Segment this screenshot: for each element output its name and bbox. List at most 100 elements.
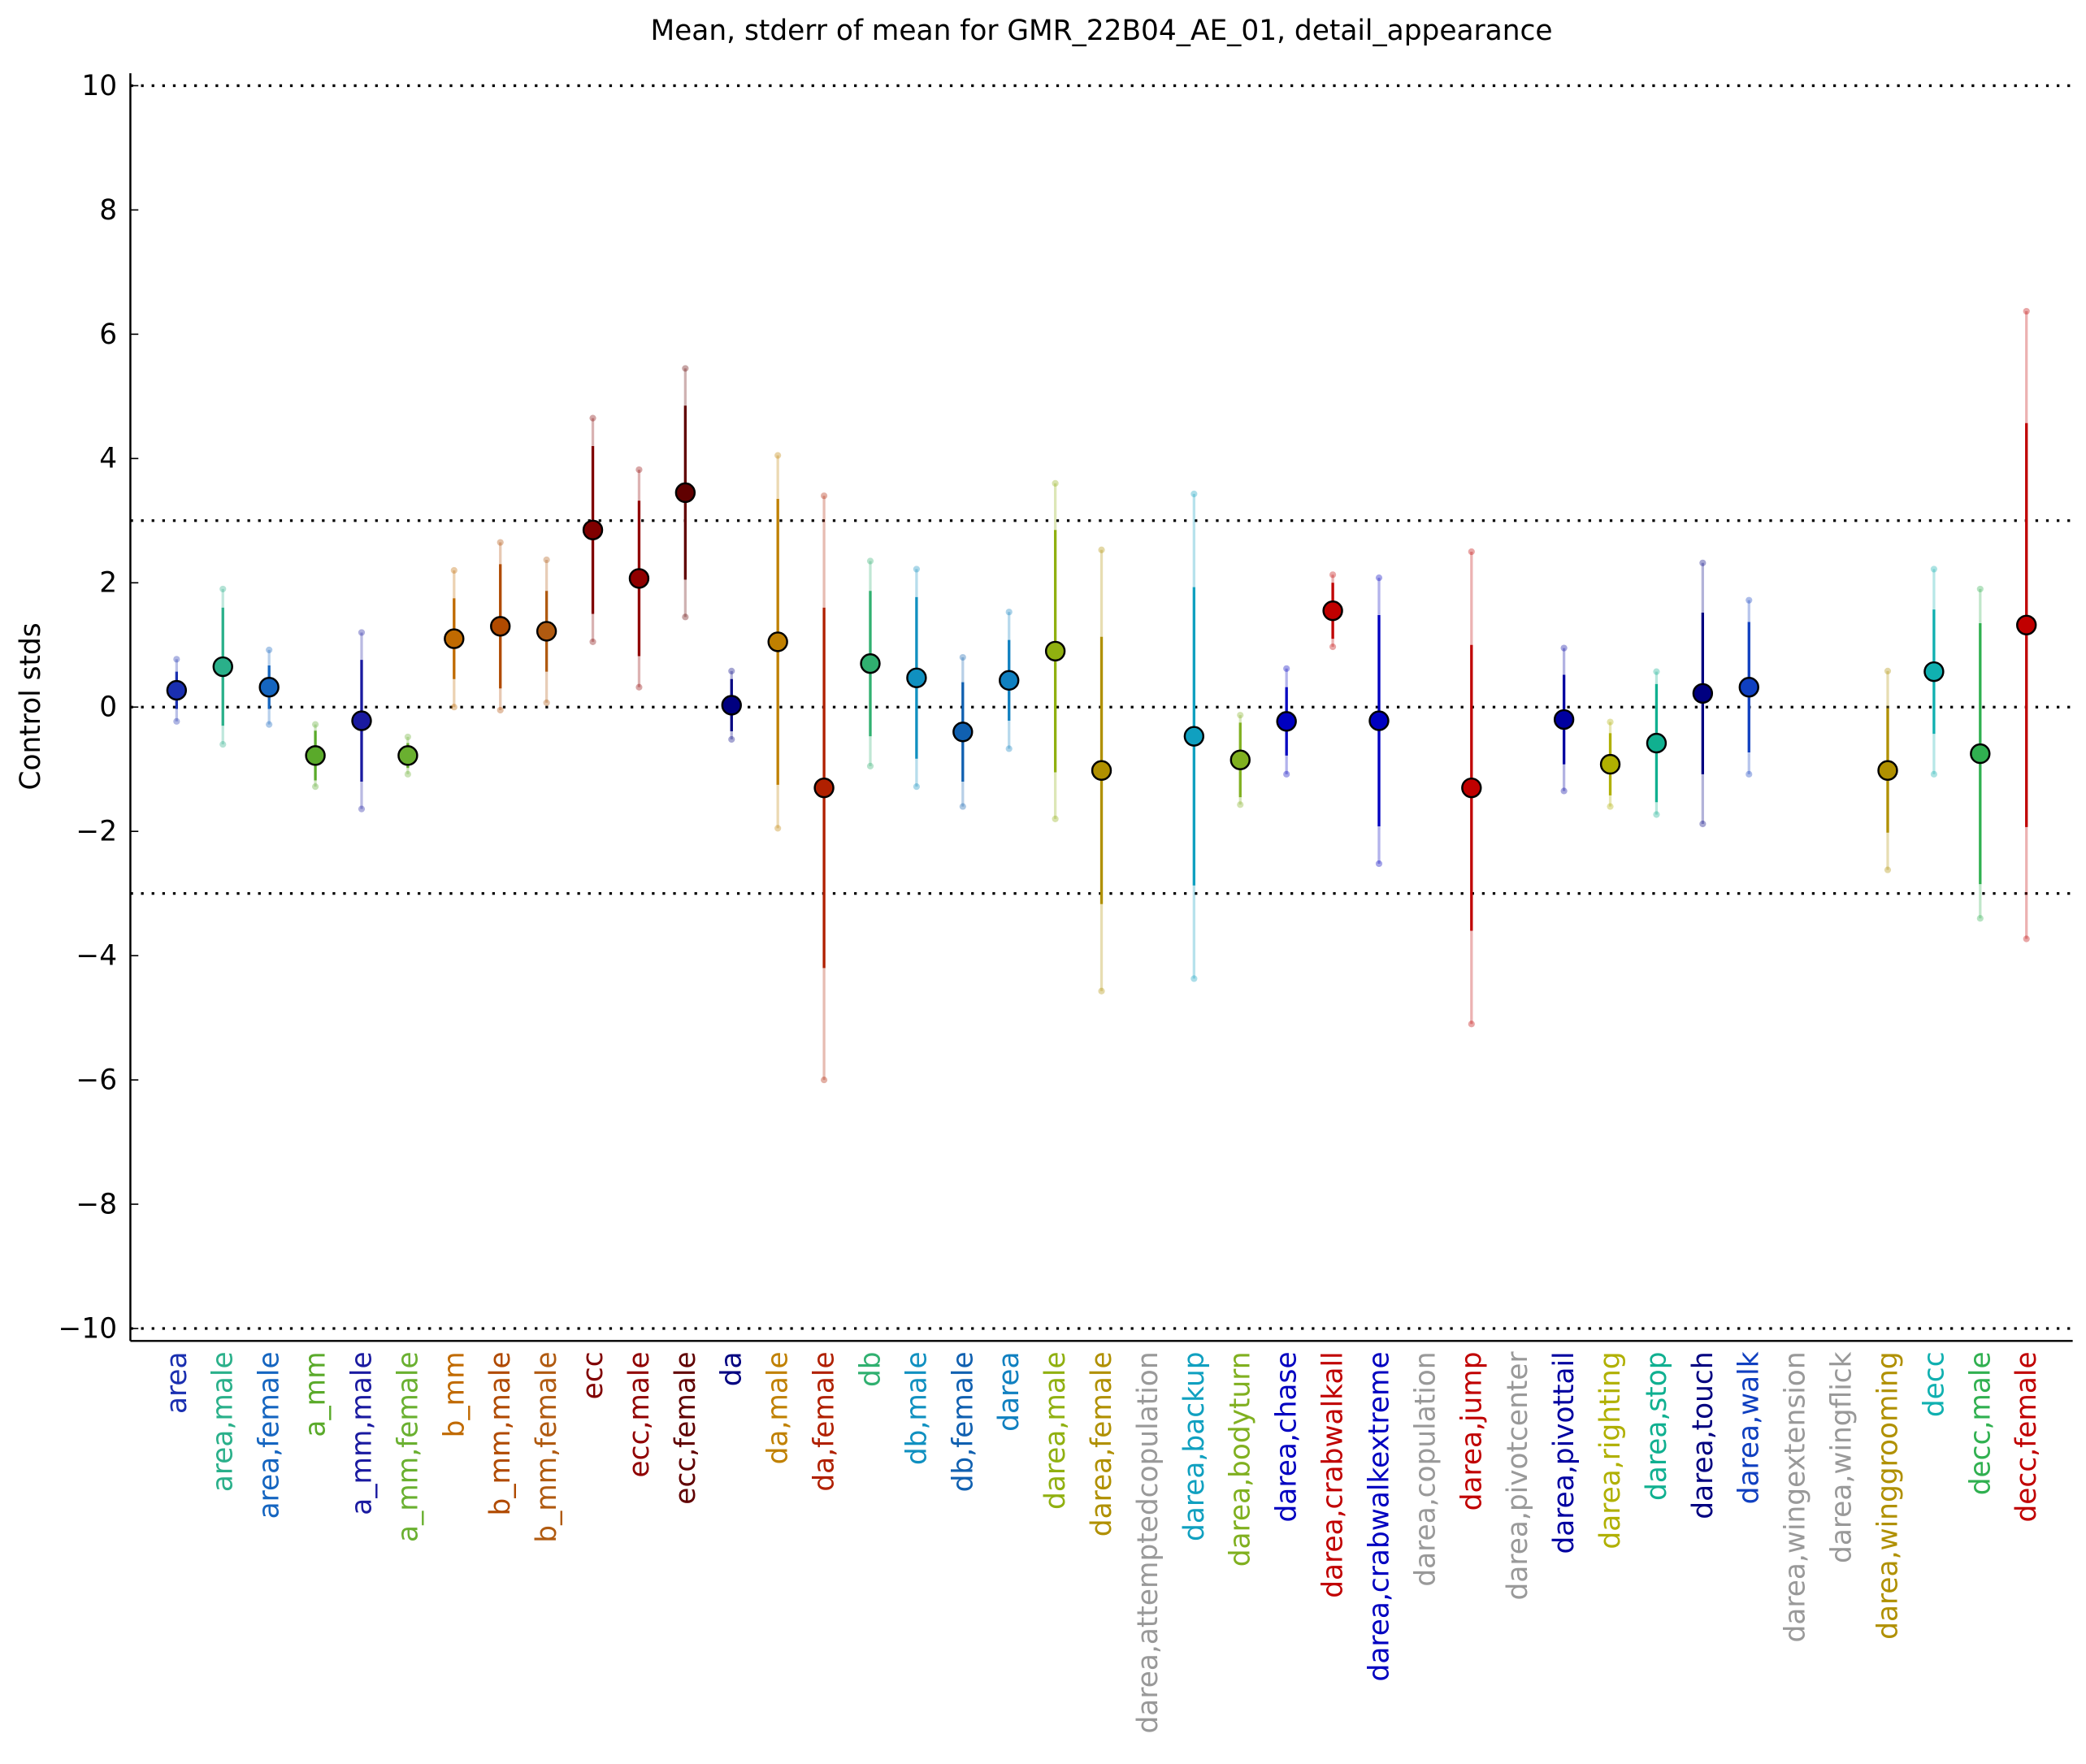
- x-tick-label: darea: [993, 1351, 1026, 1431]
- std-end: [1237, 712, 1244, 719]
- x-tick-label: a_mm,female: [392, 1351, 424, 1542]
- x-tick-label: darea,copulation: [1409, 1351, 1442, 1586]
- x-tick-label: b_mm,male: [484, 1351, 517, 1515]
- x-tick-label: darea,crabwalkall: [1317, 1351, 1350, 1597]
- x-tick-label: darea,bodyturn: [1225, 1351, 1257, 1567]
- mean-marker: [1738, 677, 1759, 698]
- y-tick-label: −8: [76, 1189, 117, 1221]
- x-tick-label: b_mm: [438, 1351, 471, 1437]
- x-tick-label: darea,winggrooming: [1871, 1351, 1904, 1639]
- std-end: [450, 566, 458, 574]
- std-end: [266, 646, 273, 653]
- x-tick-label: db,female: [947, 1351, 979, 1492]
- y-tick-label: −4: [76, 940, 117, 973]
- std-end: [1190, 490, 1198, 497]
- mean-marker: [628, 568, 650, 589]
- std-end: [1468, 1021, 1475, 1028]
- y-tick-label: −2: [76, 816, 117, 848]
- y-tick-label: 2: [99, 567, 117, 600]
- mean-marker: [2016, 614, 2037, 635]
- std-end: [1375, 574, 1383, 582]
- x-tick-label: decc: [1918, 1351, 1950, 1417]
- mean-marker: [536, 621, 557, 642]
- std-end: [1560, 787, 1568, 795]
- std-end: [1884, 866, 1892, 873]
- mean-marker: [813, 777, 835, 799]
- std-end: [1468, 548, 1475, 556]
- x-tick-label: db,male: [900, 1351, 933, 1465]
- std-end: [1005, 609, 1013, 616]
- mean-marker: [1091, 760, 1112, 781]
- std-end: [1098, 987, 1105, 995]
- std-end: [589, 414, 596, 422]
- std-end: [1005, 745, 1013, 752]
- std-end: [1329, 571, 1337, 579]
- std-end: [1098, 546, 1105, 553]
- mean-marker: [166, 679, 188, 701]
- std-end: [311, 783, 319, 791]
- x-tick-label: ecc: [577, 1351, 609, 1399]
- x-tick-label: da,female: [809, 1351, 841, 1491]
- std-end: [959, 653, 966, 661]
- mean-marker: [1229, 749, 1251, 770]
- std-end: [497, 539, 504, 546]
- std-end: [1560, 644, 1568, 652]
- x-tick-label: darea,wingflick: [1826, 1351, 1858, 1563]
- mean-marker: [1646, 732, 1667, 754]
- std-end: [1699, 820, 1707, 828]
- std-end: [820, 492, 828, 500]
- x-tick-label: ecc,male: [623, 1351, 656, 1477]
- std-end: [774, 825, 782, 832]
- std-end: [1607, 803, 1614, 810]
- std-end: [589, 638, 596, 646]
- std-end: [1930, 770, 1937, 778]
- std-end: [635, 466, 643, 474]
- x-tick-label: area: [161, 1351, 193, 1414]
- std-end: [1976, 585, 1984, 593]
- std-end: [173, 656, 180, 663]
- y-tick-label: 6: [99, 319, 117, 351]
- std-end: [1653, 668, 1660, 675]
- x-tick-label: b_mm,female: [531, 1351, 563, 1542]
- mean-marker: [1461, 777, 1482, 799]
- std-end: [2023, 935, 2030, 943]
- y-tick-label: −10: [59, 1312, 118, 1345]
- std-end: [1746, 770, 1753, 778]
- std-end: [959, 803, 966, 810]
- x-tick-label: ecc,female: [670, 1351, 702, 1504]
- std-end: [1237, 801, 1244, 808]
- std-end: [219, 741, 227, 748]
- mean-marker: [767, 631, 788, 652]
- x-tick-label: darea,pivotcenter: [1502, 1351, 1534, 1601]
- std-end: [1976, 915, 1984, 922]
- mean-marker: [397, 745, 419, 766]
- std-end: [1607, 718, 1614, 726]
- std-end: [1052, 479, 1059, 487]
- std-end: [404, 770, 411, 778]
- y-axis-label: Control stds: [15, 622, 47, 790]
- mean-marker: [1322, 600, 1343, 622]
- mean-marker: [1183, 726, 1205, 747]
- std-end: [219, 585, 227, 593]
- std-end: [404, 733, 411, 741]
- mean-marker: [305, 745, 326, 766]
- y-tick-label: −6: [76, 1064, 117, 1097]
- mean-marker: [1877, 760, 1898, 781]
- x-tick-label: darea,backup: [1178, 1351, 1211, 1541]
- std-end: [1653, 811, 1660, 818]
- std-end: [2023, 307, 2030, 315]
- std-end: [635, 683, 643, 691]
- std-end: [682, 365, 689, 372]
- x-tick-label: a_mm: [300, 1351, 332, 1437]
- mean-marker: [582, 519, 604, 540]
- y-tick-label: 0: [99, 691, 117, 724]
- std-end: [866, 557, 874, 565]
- std-end: [1190, 975, 1198, 982]
- std-end: [1884, 667, 1892, 674]
- mean-marker: [1044, 640, 1066, 662]
- std-end: [728, 667, 735, 674]
- std-end: [543, 699, 550, 706]
- chart-title: Mean, stderr of mean for GMR_22B04_AE_01…: [651, 15, 1553, 47]
- x-tick-label: darea,stop: [1641, 1351, 1673, 1501]
